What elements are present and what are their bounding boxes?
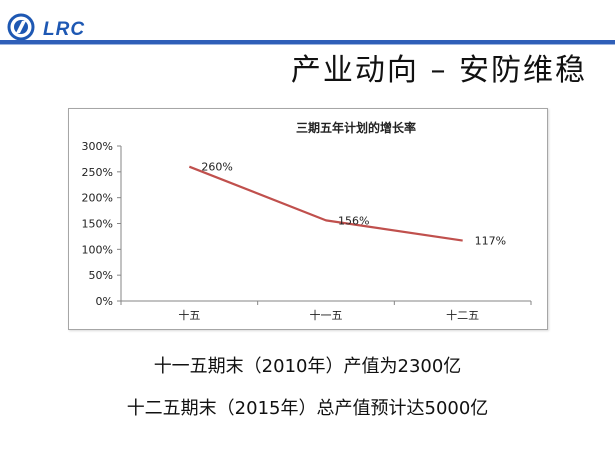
y-tick-label: 200% [82, 192, 113, 205]
growth-chart: 三期五年计划的增长率 0% 50% 100% 150% 200% 250% 300% 十五十… [68, 108, 548, 330]
chart-axes [120, 146, 531, 302]
data-labels: 260% 156% 117% [201, 161, 506, 248]
chart-series [188, 165, 463, 242]
logo-text: LRC [43, 19, 86, 40]
header-divider [0, 40, 615, 44]
data-label: 156% [338, 214, 369, 227]
y-tick-label: 300% [82, 140, 113, 153]
y-tick-label: 0% [96, 295, 113, 308]
x-tick-label: 十五 [178, 308, 200, 322]
header-divider-thin [0, 44, 615, 45]
logo-icon [7, 13, 35, 41]
y-tick-label: 150% [82, 218, 113, 231]
caption-2010: 十一五期末（2010年）产值为2300亿 [153, 356, 462, 377]
data-label: 260% [201, 161, 232, 174]
slide-title: 产业动向 – 安防维稳 [290, 53, 587, 88]
data-label: 117% [475, 235, 506, 248]
y-tick-label: 100% [82, 243, 113, 256]
caption-2015: 十二五期末（2015年）总产值预计达5000亿 [126, 398, 489, 419]
y-tick-label: 250% [82, 166, 113, 179]
chart-canvas: 三期五年计划的增长率 0%50%100%150%200%250%300% 十五十… [82, 120, 532, 322]
y-tick-label: 50% [89, 269, 113, 282]
slide-header: LRC [0, 0, 615, 45]
chart-title: 三期五年计划的增长率 [296, 120, 416, 135]
x-axis-ticks: 十五 十一五 十二五 [120, 301, 532, 322]
y-axis-ticks: 0% 50% 100% 150% 200% 250% 300% [82, 140, 121, 308]
x-tick-label: 十一五 [310, 308, 343, 322]
series-line [188, 165, 463, 242]
x-tick-label: 十二五 [446, 308, 479, 322]
